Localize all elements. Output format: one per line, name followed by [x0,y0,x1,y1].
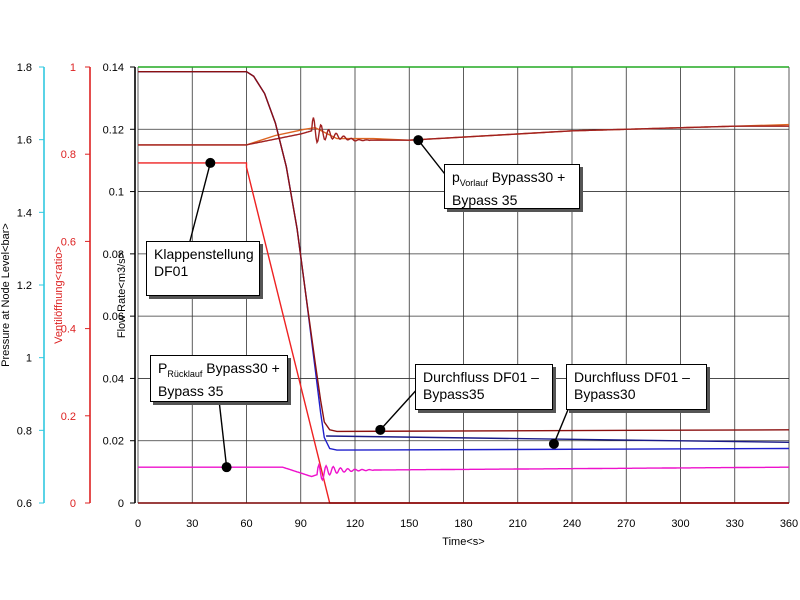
callout-line: PRücklauf Bypass30 + [158,360,280,383]
x-tick-label: 90 [295,518,307,530]
leader-marker-durchfluss-30 [548,438,559,449]
y-axis-title-ratio: Ventilöffnung<ratio> [53,246,65,344]
x-tick-label: 210 [509,518,527,530]
leader-line-p-vorlauf [417,139,449,179]
callout-prefix: P [158,360,168,376]
y-tick-label-ratio: 1 [70,62,76,74]
x-tick-label: 120 [346,518,364,530]
y-tick-label-pressure: 1.4 [17,207,32,219]
leader-marker-durchfluss-35 [375,424,386,435]
callout-line: Durchfluss DF01 – [423,369,539,385]
callout-prefix: p [452,169,460,185]
x-tick-label: 240 [563,518,581,530]
y-tick-label-pressure: 1.8 [17,62,32,74]
callout-p-vorlauf: pVorlauf Bypass30 + Bypass 35 [444,164,580,209]
x-tick-label: 30 [186,518,198,530]
callout-durchfluss-30: Durchfluss DF01 – Bypass30 [566,364,707,410]
y-tick-label-pressure: 1.2 [17,280,32,292]
x-tick-label: 150 [400,518,418,530]
callout-line: Bypass 35 [452,191,518,208]
x-tick-label: 180 [454,518,472,530]
x-tick-label: 270 [617,518,635,530]
y-tick-label-pressure: 1 [26,353,32,365]
y-tick-label-ratio: 0.2 [61,411,76,423]
y-tick-label-ratio: 0.6 [61,236,76,248]
leader-line-klappenstellung [189,162,212,242]
y-axis-title-pressure: Pressure at Node Level<bar> [0,223,12,367]
x-tick-label: 300 [671,518,689,530]
series-line-6 [326,435,790,443]
leader-line-p-ruecklauf [218,399,228,468]
y-tick-label-flow: 0.08 [103,249,124,261]
callout-durchfluss-35: Durchfluss DF01 – Bypass35 [415,364,553,410]
callout-line: Bypass35 [423,386,485,402]
y-tick-label-ratio: 0.4 [61,324,76,336]
series-line-5 [138,462,789,482]
y-axis-title-flow: Flow Rate<m3/s> [116,252,128,338]
callout-klappenstellung: Klappenstellung DF01 [146,241,260,296]
leader-marker-p-ruecklauf [221,462,232,473]
y-tick-label-ratio: 0 [70,498,76,510]
y-tick-label-flow: 0.04 [103,373,124,385]
callout-text: Bypass30 + [487,169,566,185]
y-tick-label-flow: 0.02 [103,436,124,448]
axes: 0 30 60 90 120 150 180 210 240 270 300 330 360 0.6 0.8… [0,62,798,548]
y-tick-label-pressure: 0.6 [17,498,32,510]
y-tick-label-flow: 0.06 [103,311,124,323]
x-axis-title: Time<s> [442,536,484,548]
x-tick-label: 0 [135,518,141,530]
y-tick-label-flow: 0.14 [103,62,124,74]
x-tick-label: 60 [240,518,252,530]
callout-p-ruecklauf: PRücklauf Bypass30 + Bypass 35 [150,355,288,402]
y-tick-label-flow: 0.1 [109,187,124,199]
callout-subscript: Rücklauf [167,368,203,379]
callout-line: DF01 [154,263,189,279]
y-tick-label-flow: 0.12 [103,124,124,136]
x-tick-label: 360 [780,518,798,530]
callout-line: Klappenstellung [154,246,254,262]
y-tick-label-pressure: 0.8 [17,425,32,437]
x-tick-label: 330 [726,518,744,530]
y-tick-label-flow: 0 [118,498,124,510]
series-layer [138,66,790,504]
callout-subscript: Vorlauf [459,177,488,188]
callout-line: Bypass 35 [158,382,224,399]
leader-line-durchfluss-35 [379,385,421,431]
leader-marker-p-vorlauf [413,135,424,146]
y-tick-label-pressure: 1.6 [17,135,32,147]
series-line-4 [138,71,790,433]
series-line-3 [138,117,789,146]
y-tick-label-ratio: 0.8 [61,149,76,161]
callout-text: Bypass30 + [202,360,280,376]
leader-marker-klappenstellung [205,157,216,168]
callout-line: Durchfluss DF01 – [574,369,690,385]
callout-line: pVorlauf Bypass30 + [452,169,572,192]
callout-line: Bypass30 [574,386,636,402]
